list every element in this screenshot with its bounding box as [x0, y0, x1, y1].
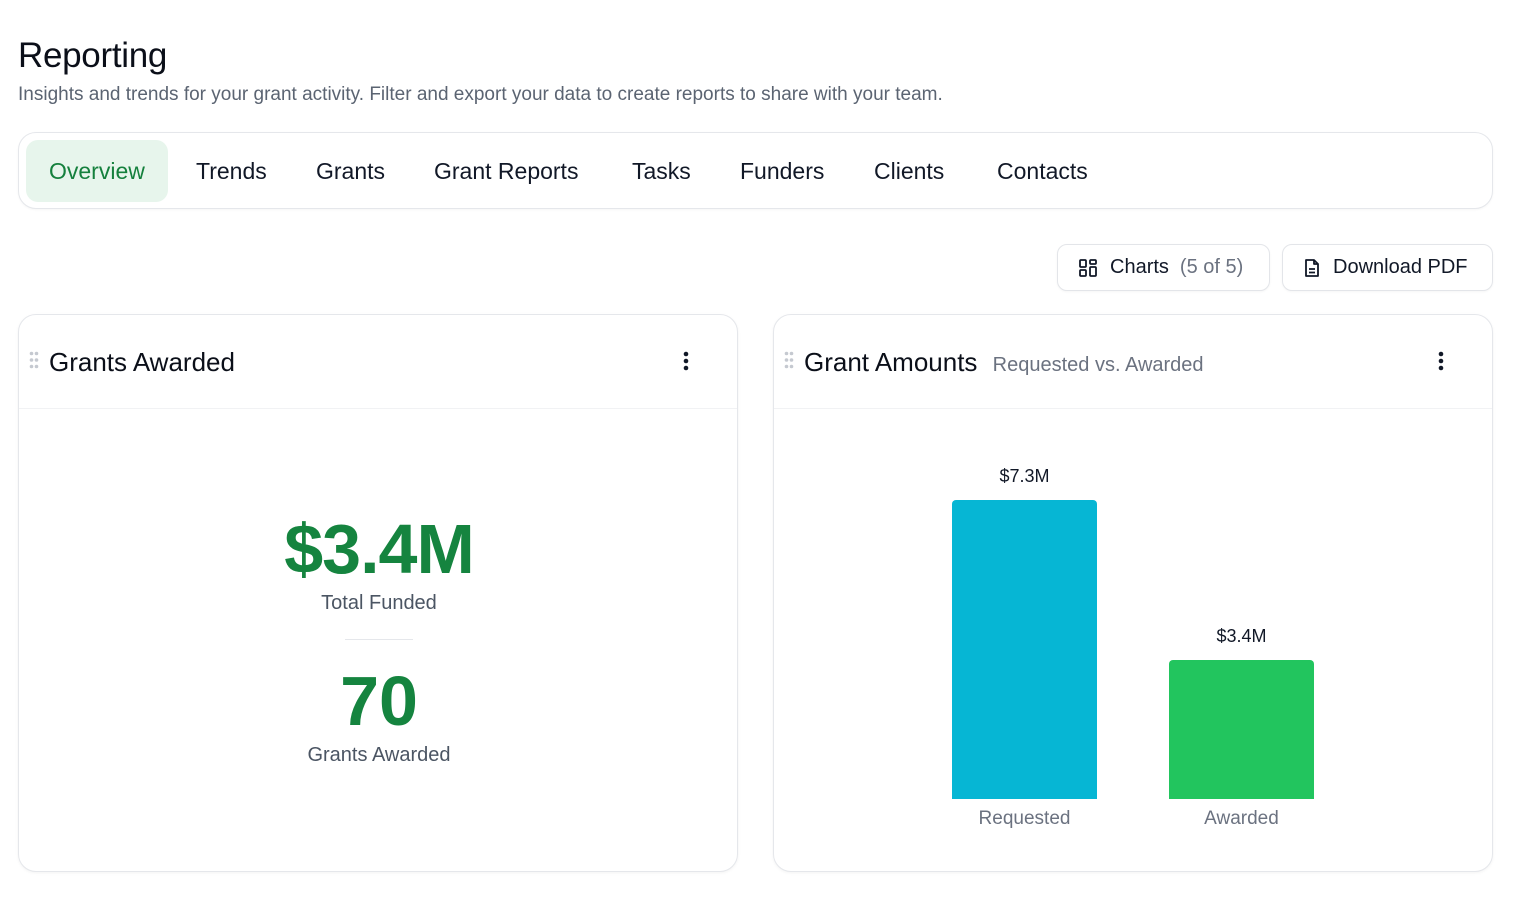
more-options-icon[interactable]	[1438, 351, 1444, 371]
page-subtitle: Insights and trends for your grant activ…	[18, 84, 943, 105]
download-pdf-button[interactable]: Download PDF	[1282, 244, 1493, 291]
charts-button[interactable]: Charts (5 of 5)	[1057, 244, 1270, 291]
grant-amounts-bar-chart: $7.3M Requested $3.4M Awarded	[774, 315, 1494, 873]
total-funded-value: $3.4M	[284, 510, 475, 588]
grants-awarded-card: Grants Awarded $3.4M Total Funded 70 Gra…	[18, 314, 738, 872]
report-tabs: Overview Trends Grants Grant Reports Tas…	[18, 132, 1493, 209]
bar-value-label: $7.3M	[999, 466, 1050, 486]
download-pdf-label: Download PDF	[1333, 256, 1468, 278]
grant-amounts-card: Grant Amounts Requested vs. Awarded $7.3…	[773, 314, 1493, 872]
total-funded-label: Total Funded	[321, 592, 437, 614]
tab-overview[interactable]: Overview	[26, 140, 168, 202]
card-title-text: Grant Amounts	[804, 347, 978, 377]
charts-label: Charts	[1110, 256, 1169, 278]
tab-grant-reports[interactable]: Grant Reports	[434, 158, 579, 184]
tab-contacts[interactable]: Contacts	[997, 158, 1088, 184]
bar-value-label: $3.4M	[1216, 626, 1267, 646]
grants-count-label: Grants Awarded	[307, 744, 451, 766]
card-subtitle: Requested vs. Awarded	[992, 354, 1204, 376]
grants-count-value: 70	[340, 662, 418, 740]
card-title: Grant Amounts Requested vs. Awarded	[804, 347, 1204, 378]
more-options-icon[interactable]	[683, 351, 689, 371]
card-header: Grant Amounts Requested vs. Awarded	[774, 315, 1492, 409]
page-title: Reporting	[18, 36, 168, 75]
tab-trends[interactable]: Trends	[196, 158, 267, 184]
card-header: Grants Awarded	[19, 315, 737, 409]
document-icon	[1305, 258, 1319, 277]
tab-clients[interactable]: Clients	[874, 158, 945, 184]
drag-handle-icon[interactable]	[29, 351, 39, 369]
divider	[345, 639, 413, 640]
tab-tasks[interactable]: Tasks	[632, 158, 691, 184]
bar-category-label: Awarded	[1204, 808, 1279, 829]
bar-awarded[interactable]	[1169, 660, 1314, 799]
charts-count: (5 of 5)	[1179, 256, 1244, 278]
card-title: Grants Awarded	[49, 347, 235, 377]
tab-grants[interactable]: Grants	[316, 158, 386, 184]
tab-funders[interactable]: Funders	[740, 158, 825, 184]
bar-requested[interactable]	[952, 500, 1097, 799]
grid-icon	[1079, 258, 1097, 277]
drag-handle-icon[interactable]	[784, 351, 794, 369]
bar-category-label: Requested	[978, 808, 1071, 829]
